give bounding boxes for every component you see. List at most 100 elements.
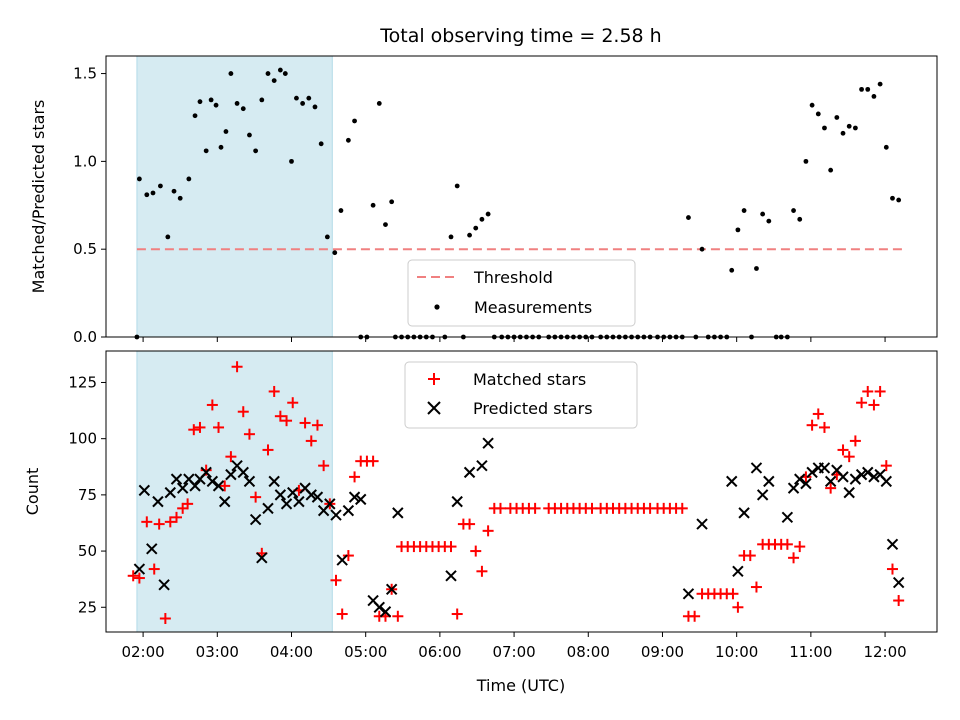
predicted-star-point bbox=[237, 466, 249, 479]
predicted-star-point bbox=[219, 495, 231, 508]
count-xtick-label: 12:00 bbox=[863, 643, 906, 661]
predicted-star-point bbox=[880, 475, 893, 488]
predicted-star-point bbox=[794, 473, 806, 485]
matched-star-point bbox=[342, 550, 354, 562]
predicted-star-point bbox=[152, 495, 164, 508]
predicted-star-point bbox=[763, 475, 775, 488]
matched-star-point bbox=[689, 610, 701, 622]
legend-predicted-swatch bbox=[427, 401, 441, 415]
matched-star-point bbox=[818, 421, 830, 433]
measurement-point bbox=[803, 158, 809, 164]
predicted-star-point bbox=[849, 473, 862, 485]
matched-star-point bbox=[529, 502, 541, 514]
matched-star-point bbox=[732, 601, 744, 613]
matched-star-point bbox=[274, 410, 286, 422]
measurement-point bbox=[383, 222, 388, 228]
count-plot-frame bbox=[105, 350, 938, 633]
predicted-star-point bbox=[355, 493, 367, 506]
predicted-star-point bbox=[463, 466, 476, 479]
predicted-star-point bbox=[855, 468, 868, 481]
matched-star-point bbox=[148, 563, 160, 575]
measurement-point bbox=[144, 192, 150, 198]
measurement-point bbox=[485, 211, 491, 217]
predicted-star-point bbox=[342, 504, 355, 517]
count-ytick-label: 125 bbox=[68, 373, 97, 391]
measurement-point bbox=[324, 234, 330, 240]
matched-star-point bbox=[219, 480, 231, 492]
count-y-axis-label: Count bbox=[23, 468, 42, 516]
measurement-point bbox=[865, 86, 871, 92]
count-ytick-label: 25 bbox=[78, 598, 97, 616]
count-xtick-label: 05:00 bbox=[344, 643, 387, 661]
matched-star-point bbox=[243, 428, 255, 440]
ratio-panel: 0.0 0.5 1.0 1.5 Matched/Predicted stars Thr… bbox=[29, 55, 938, 346]
count-legend: Matched stars Predicted stars bbox=[404, 361, 638, 429]
measurement-point bbox=[158, 183, 163, 189]
predicted-star-point bbox=[206, 475, 219, 488]
matched-star-point bbox=[806, 419, 818, 431]
measurement-point bbox=[840, 130, 846, 136]
matched-star-point bbox=[127, 570, 139, 582]
matched-star-point bbox=[874, 385, 886, 397]
measurement-point bbox=[454, 183, 460, 189]
ratio-plot-frame bbox=[105, 55, 938, 338]
ratio-highlight-span bbox=[136, 55, 333, 338]
measurement-point bbox=[289, 158, 294, 164]
predicted-star-point bbox=[781, 511, 794, 524]
measurement-point bbox=[282, 71, 288, 76]
measurement-point bbox=[686, 215, 691, 220]
measurement-point bbox=[265, 71, 271, 76]
matched-star-point bbox=[812, 408, 824, 420]
matched-star-point bbox=[482, 525, 494, 537]
predicted-star-point bbox=[146, 543, 158, 555]
legend-measurements-label: Measurements bbox=[474, 298, 592, 317]
matched-star-point bbox=[349, 471, 361, 483]
matched-star-point bbox=[676, 502, 688, 514]
predicted-star-point bbox=[176, 482, 189, 494]
matched-star-point bbox=[880, 460, 892, 472]
measurement-point bbox=[213, 102, 219, 108]
measurement-point bbox=[271, 78, 277, 83]
predicted-star-point bbox=[243, 475, 256, 488]
measurement-point bbox=[352, 118, 357, 124]
legend-threshold-label: Threshold bbox=[473, 268, 553, 287]
measurement-point bbox=[318, 141, 324, 147]
measurement-point bbox=[186, 176, 192, 182]
matched-star-point bbox=[311, 419, 323, 431]
matched-star-point bbox=[893, 595, 905, 607]
measurement-point bbox=[815, 111, 821, 117]
predicted-star-point bbox=[738, 507, 750, 519]
predicted-star-point bbox=[305, 489, 317, 501]
matched-star-point bbox=[445, 541, 457, 553]
predicted-star-point bbox=[293, 495, 305, 508]
measurement-point bbox=[791, 208, 796, 213]
measurement-point bbox=[171, 188, 177, 194]
measurement-point bbox=[192, 113, 198, 119]
matched-star-point bbox=[794, 541, 806, 553]
predicted-stars-points bbox=[133, 437, 905, 618]
count-xtick-label: 10:00 bbox=[715, 643, 758, 661]
chart-title: Total observing time = 2.58 h bbox=[379, 25, 661, 47]
predicted-star-point bbox=[862, 466, 874, 479]
measurement-point bbox=[699, 246, 705, 252]
count-xtick-label: 03:00 bbox=[196, 643, 239, 661]
predicted-star-point bbox=[133, 563, 146, 575]
legend-matched-label: Matched stars bbox=[473, 370, 586, 389]
predicted-star-point bbox=[476, 459, 488, 472]
predicted-star-point bbox=[682, 588, 695, 600]
measurement-point bbox=[852, 125, 858, 131]
measurement-point bbox=[896, 197, 902, 203]
measurement-point bbox=[218, 144, 224, 150]
predicted-star-point bbox=[787, 482, 800, 494]
matched-star-point bbox=[262, 444, 274, 456]
measurement-point bbox=[150, 190, 156, 196]
matched-star-point bbox=[476, 565, 488, 577]
predicted-star-point bbox=[200, 466, 212, 479]
predicted-star-point bbox=[324, 498, 336, 510]
predicted-star-point bbox=[373, 601, 385, 613]
matched-star-point bbox=[287, 397, 299, 409]
count-ytick-label: 100 bbox=[68, 430, 97, 448]
predicted-star-point bbox=[868, 471, 880, 483]
measurement-point bbox=[828, 167, 834, 173]
